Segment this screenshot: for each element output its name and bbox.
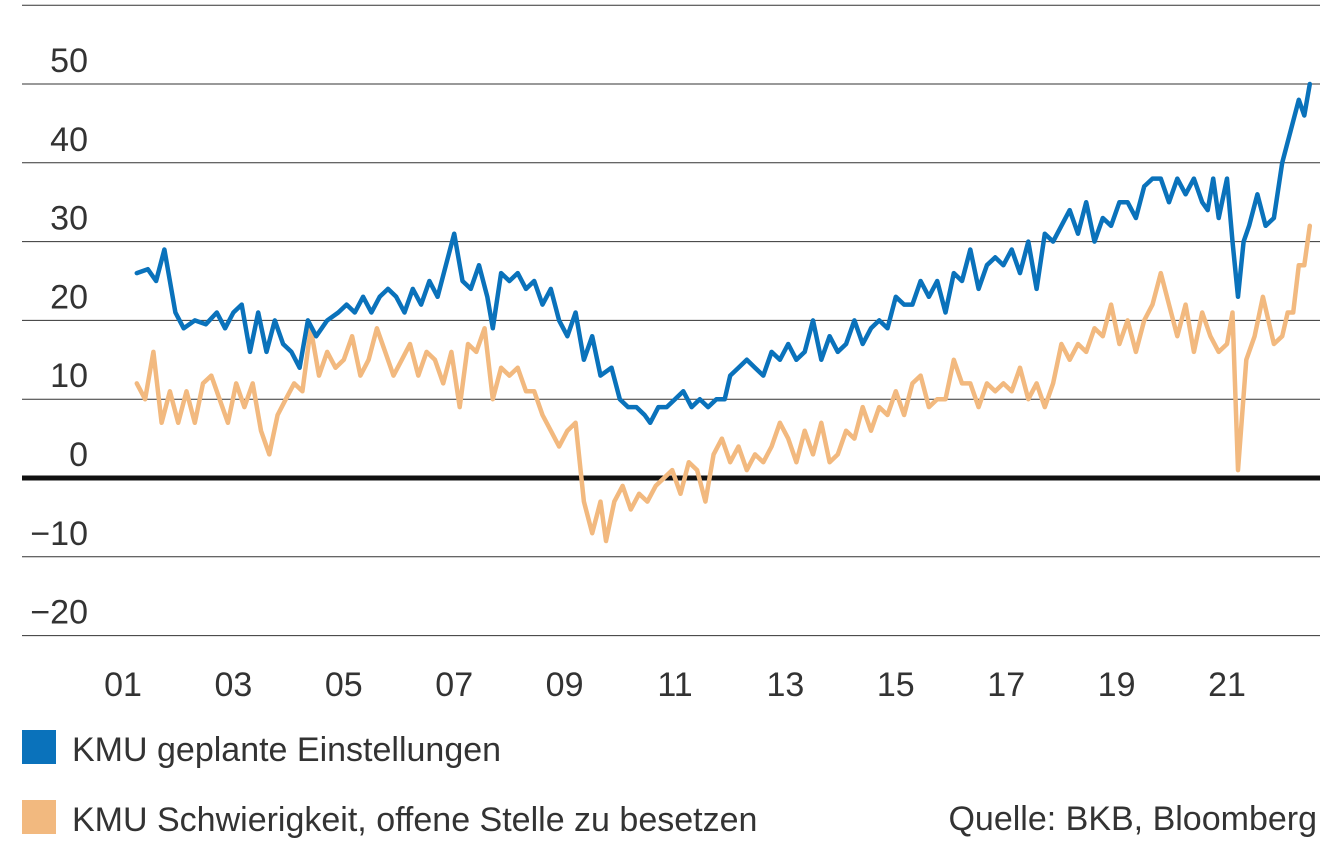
legend-label: KMU Schwierigkeit, offene Stelle zu bese… [72,801,758,839]
x-tick-label: 21 [1208,666,1246,704]
y-tick-label: 0 [69,436,88,474]
line-chart: 50 40 30 20 10 0 −10 −20 01 03 05 07 09 11 13 15 17 19 21 [22,4,1320,704]
x-tick-label: 15 [877,666,915,704]
legend-swatch-orange [22,800,56,834]
x-tick-label: 09 [546,666,584,704]
grid-lines [22,4,1320,637]
x-tick-label: 11 [657,666,692,704]
y-tick-label: 30 [50,200,88,238]
y-tick-label: 10 [50,357,88,395]
x-tick-label: 13 [766,666,804,704]
series-line-vacancy-difficulty [134,223,1313,544]
y-tick-label: 50 [50,42,88,80]
x-axis-ticks: 01 03 05 07 09 11 13 15 17 19 21 [104,666,1246,704]
x-tick-label: 19 [1098,666,1136,704]
y-tick-label: 40 [50,121,88,159]
legend-item-vacancy-difficulty: KMU Schwierigkeit, offene Stelle zu bese… [22,800,757,840]
legend-item-hiring-plans: KMU geplante Einstellungen [22,730,501,770]
x-tick-label: 17 [987,666,1025,704]
source-note: Quelle: BKB, Bloomberg [948,800,1317,838]
legend-swatch-blue [22,730,56,764]
series-lines [134,81,1313,544]
series-line-hiring-plans [134,81,1313,426]
x-tick-label: 03 [214,666,252,704]
y-tick-label: 20 [50,278,88,316]
y-tick-label: −10 [30,515,88,553]
y-axis-ticks: 50 40 30 20 10 0 −10 −20 [30,42,88,632]
y-tick-label: −20 [30,594,88,632]
x-tick-label: 05 [325,666,363,704]
legend-label: KMU geplante Einstellungen [72,731,502,769]
x-tick-label: 07 [435,666,473,704]
x-tick-label: 01 [104,666,142,704]
